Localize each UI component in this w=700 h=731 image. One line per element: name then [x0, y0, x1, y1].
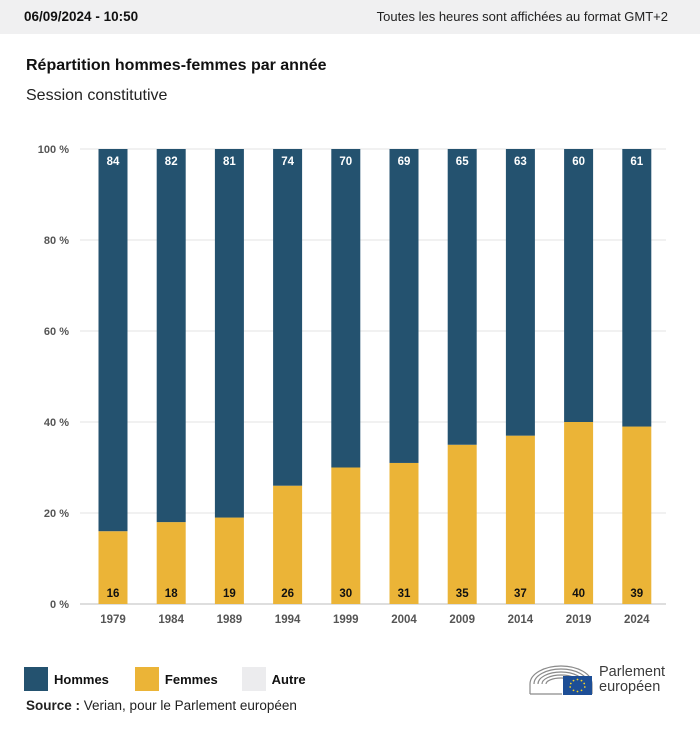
bar-femmes: [564, 422, 594, 604]
y-tick-label: 40 %: [44, 417, 69, 429]
bar-femmes: [331, 467, 361, 604]
data-label-hommes: 63: [514, 156, 527, 168]
data-label-hommes: 65: [456, 156, 469, 168]
data-label-femmes: 37: [514, 588, 527, 600]
legend-label: Autre: [271, 671, 306, 687]
y-tick-label: 100 %: [38, 144, 69, 156]
data-label-hommes: 60: [572, 156, 585, 168]
data-label-hommes: 61: [630, 156, 643, 168]
bar-hommes: [447, 149, 477, 445]
bar-hommes: [389, 149, 419, 463]
logo-line2: européen: [599, 679, 661, 695]
bar-femmes: [156, 522, 186, 604]
x-tick-label: 2014: [508, 614, 534, 626]
x-tick-label: 2004: [391, 614, 417, 626]
y-tick-label: 20 %: [44, 508, 69, 520]
y-tick-label: 0 %: [50, 599, 69, 611]
autre-swatch: [241, 667, 266, 691]
data-label-hommes: 81: [223, 156, 236, 168]
hommes-swatch: [24, 667, 48, 691]
data-label-femmes: 31: [398, 588, 411, 600]
bar-hommes: [331, 149, 361, 468]
bar-femmes: [505, 435, 535, 604]
bar-femmes: [273, 485, 303, 604]
data-label-hommes: 70: [339, 156, 352, 168]
x-tick-label: 1994: [275, 614, 301, 626]
data-label-femmes: 35: [456, 588, 469, 600]
data-label-hommes: 69: [398, 156, 411, 168]
x-tick-label: 2019: [566, 614, 592, 626]
data-label-hommes: 74: [281, 156, 294, 168]
logo-text: Parlement européen: [599, 665, 665, 695]
stacked-bar-chart: 0 % 20 % 40 % 60 % 80 % 100 % 84 16 1979 82 18 1984…: [38, 144, 666, 626]
data-label-femmes: 16: [107, 588, 120, 600]
bar-hommes: [273, 149, 303, 486]
source-prefix: Source :: [26, 698, 81, 713]
data-label-femmes: 39: [630, 588, 643, 600]
logo-line1: Parlement: [599, 664, 666, 680]
parliament-logo: Parlement européen: [528, 660, 678, 700]
y-tick-label: 60 %: [44, 326, 69, 338]
bar-hommes: [98, 149, 128, 532]
x-tick-label: 2009: [449, 614, 475, 626]
femmes-swatch: [134, 667, 159, 691]
x-tick-label: 1999: [333, 614, 359, 626]
data-label-femmes: 18: [165, 588, 178, 600]
source-note: Source : Verian, pour le Parlement europ…: [26, 698, 297, 713]
bar-hommes: [622, 149, 652, 427]
bar-hommes: [156, 149, 186, 523]
eu-flag-icon: [563, 676, 592, 695]
legend-item-hommes[interactable]: Hommes: [24, 667, 109, 691]
timezone-note: Toutes les heures sont affichées au form…: [376, 9, 668, 24]
bar-hommes: [564, 149, 594, 422]
chart-subtitle: Session constitutive: [26, 87, 168, 104]
x-tick-label: 1984: [158, 614, 184, 626]
y-tick-label: 80 %: [44, 235, 69, 247]
bar-femmes: [389, 462, 419, 604]
legend-label: Hommes: [54, 671, 109, 687]
bar-femmes: [214, 517, 244, 604]
data-label-hommes: 84: [107, 156, 120, 168]
legend: Hommes Femmes Autre: [24, 666, 306, 692]
data-label-femmes: 26: [281, 588, 294, 600]
data-label-femmes: 19: [223, 588, 236, 600]
bar-femmes: [622, 426, 652, 604]
chart-title: Répartition hommes-femmes par année: [26, 57, 327, 74]
top-bar: 06/09/2024 - 10:50 Toutes les heures son…: [0, 0, 700, 34]
timestamp: 06/09/2024 - 10:50: [24, 9, 139, 24]
legend-item-femmes[interactable]: Femmes: [134, 667, 218, 691]
x-tick-label: 1979: [100, 614, 126, 626]
bar-hommes: [214, 149, 244, 518]
data-label-femmes: 40: [572, 588, 585, 600]
data-label-hommes: 82: [165, 156, 178, 168]
x-tick-label: 1989: [217, 614, 243, 626]
bar-femmes: [447, 444, 477, 604]
legend-item-autre[interactable]: Autre: [241, 667, 306, 691]
legend-label: Femmes: [164, 671, 218, 687]
x-tick-label: 2024: [624, 614, 650, 626]
hemicycle-icon: [529, 665, 593, 695]
bar-femmes: [98, 531, 128, 604]
source-text: Verian, pour le Parlement européen: [83, 698, 297, 713]
data-label-femmes: 30: [339, 588, 352, 600]
bar-hommes: [505, 149, 535, 436]
